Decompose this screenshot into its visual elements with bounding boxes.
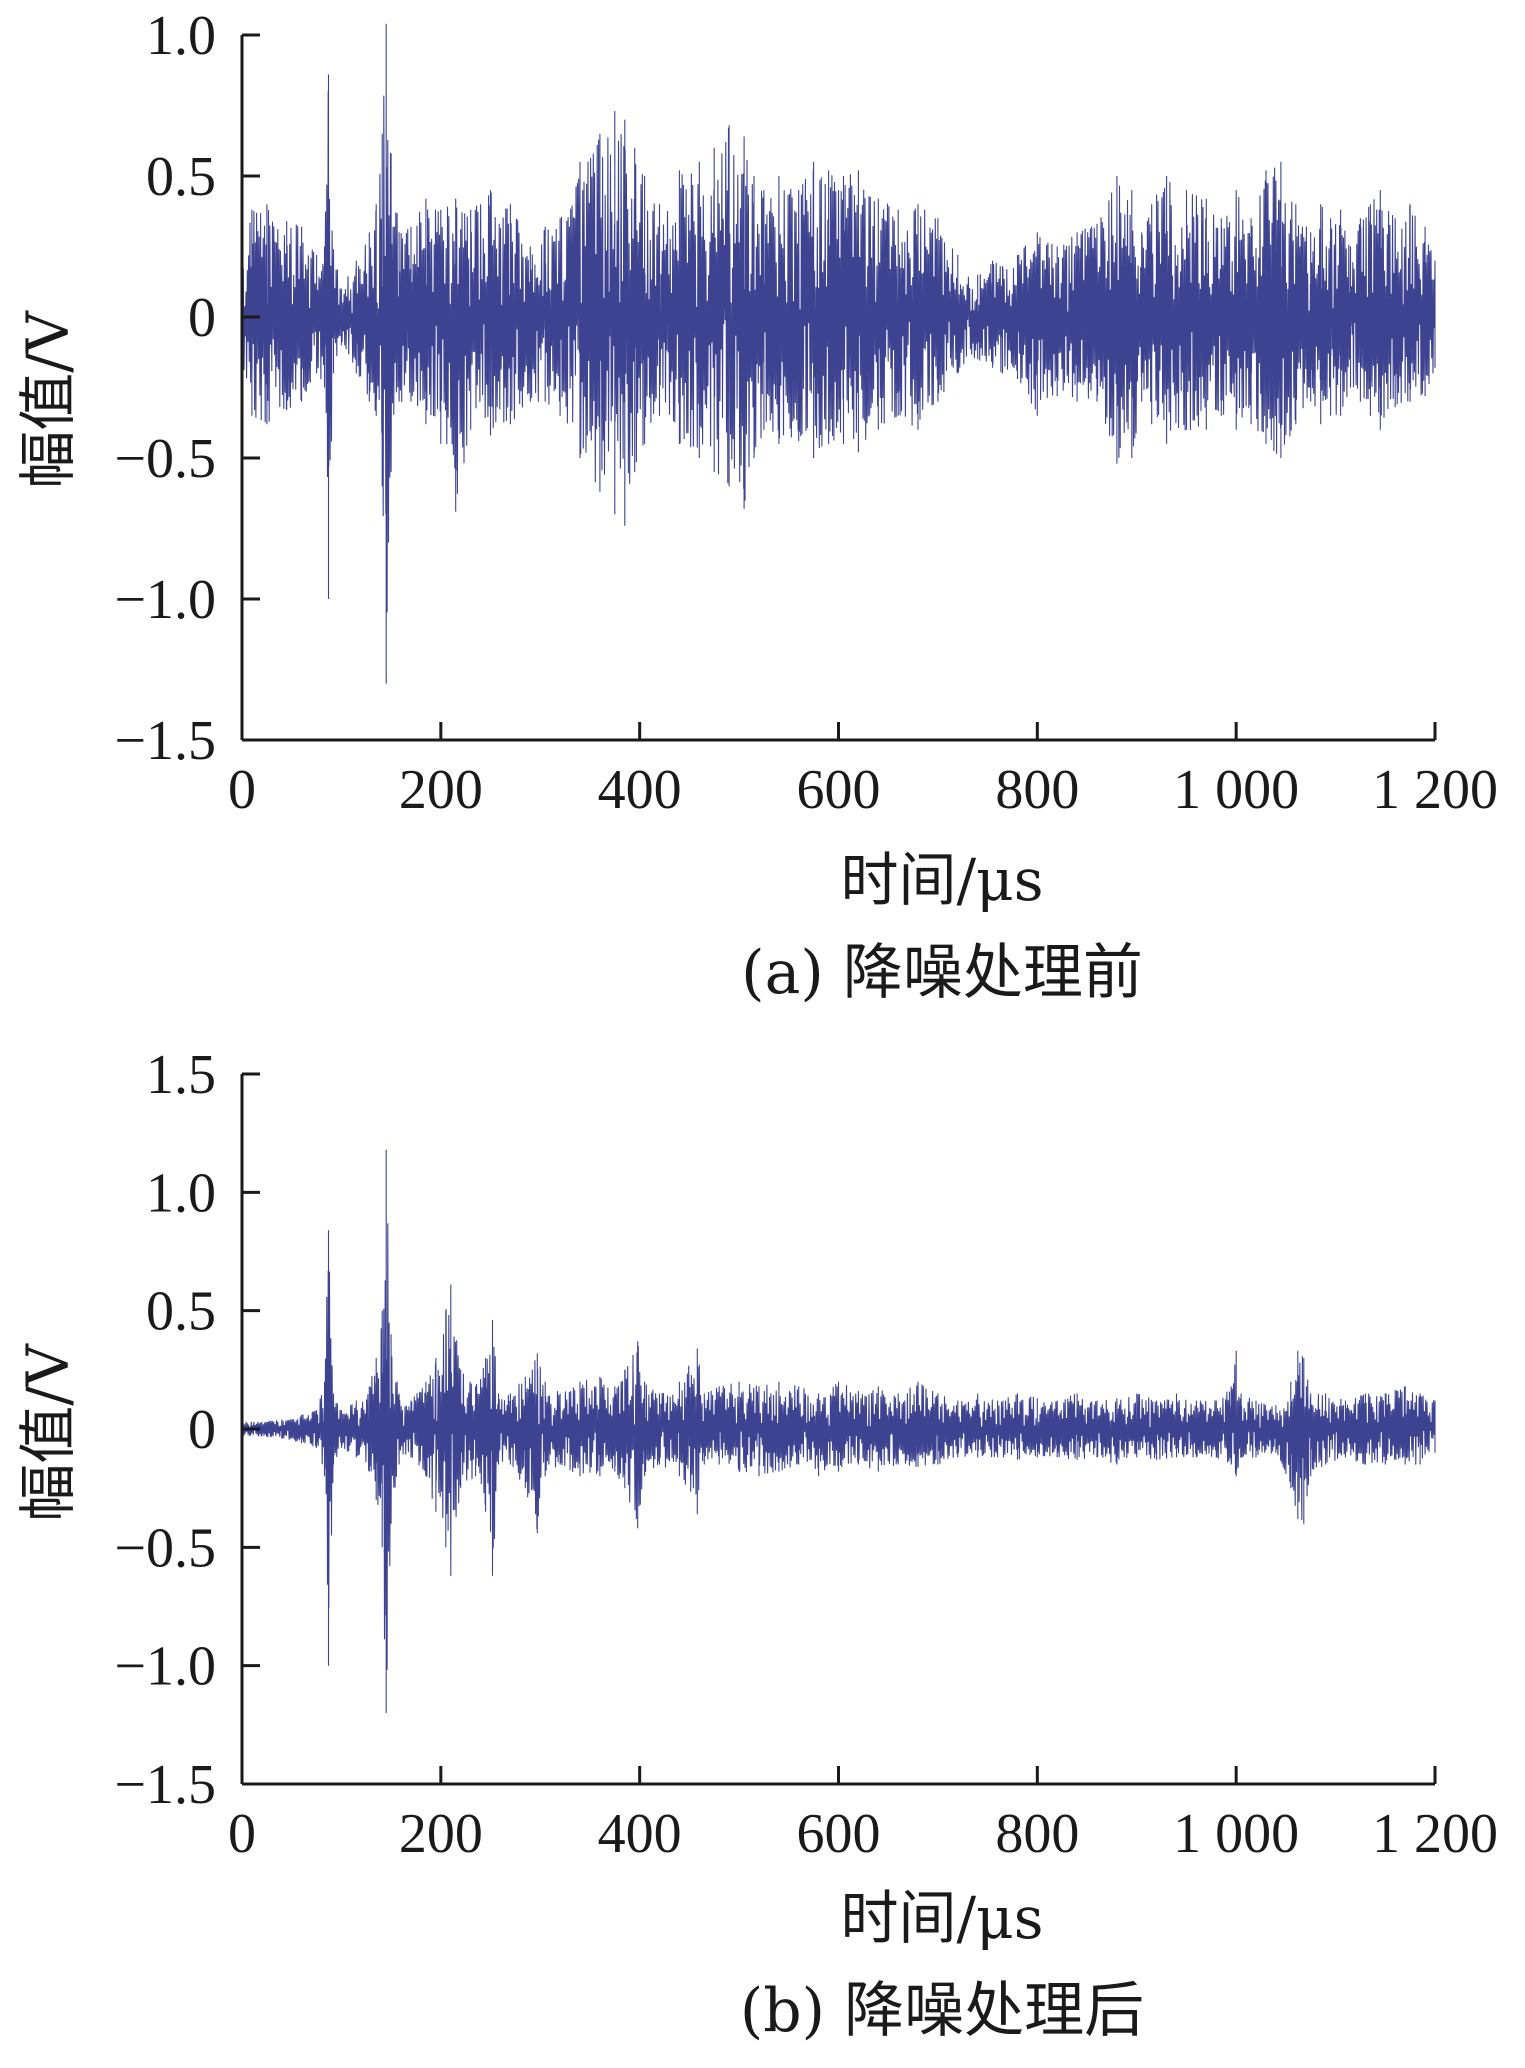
chart-a-caption: (a) 降噪处理前 xyxy=(741,938,1143,1008)
chart-b-x-tick-label: 600 xyxy=(797,1803,881,1865)
chart-b-x-tick-label: 0 xyxy=(228,1803,256,1865)
chart-a-y-tick-label: 1.0 xyxy=(146,5,216,67)
chart-a-x-tick-label: 600 xyxy=(797,759,881,821)
chart-panel-a: 1.0 0.5 0 −0.5 −1.0 −1.5 0 200 400 600 800 1 000 1 2… xyxy=(0,0,1525,1030)
chart-b-caption: (b) 降噪处理后 xyxy=(740,1976,1144,2046)
chart-a-marks: 1.00.50−0.5−1.0−1.50 200 400 600 800 1 000 1 2… xyxy=(114,5,1498,821)
chart-a-y-tick-label: 0.5 xyxy=(146,146,216,208)
chart-b-svg: 1.51.00.50−0.5−1.0−1.50 200 400 600 800 1 000… xyxy=(14,1044,1498,2046)
chart-a-svg: 1.00.50−0.5−1.0−1.50 200 400 600 800 1 000 1 2… xyxy=(14,5,1498,1008)
chart-b-x-tick-label: 800 xyxy=(995,1803,1079,1865)
chart-a-xlabel: 时间/μs xyxy=(840,846,1043,914)
chart-a-x-tick-label: 200 xyxy=(399,759,483,821)
chart-b-y-tick-label: −1.5 xyxy=(114,1754,216,1816)
chart-b-xlabel: 时间/μs xyxy=(840,1884,1043,1952)
chart-b-x-tick-label: 200 xyxy=(399,1803,483,1865)
chart-b-series-0-trace xyxy=(241,1149,1436,1713)
chart-a-y-tick-label: 0 xyxy=(188,287,216,349)
chart-a-series-0-trace xyxy=(241,23,1436,684)
chart-a-ylabel: 幅值/V xyxy=(14,310,82,489)
chart-b-y-tick-label: −0.5 xyxy=(114,1517,216,1579)
chart-b-x-tick-label: 400 xyxy=(598,1803,682,1865)
chart-b-y-tick-label: 1.0 xyxy=(146,1162,216,1224)
chart-a-y-tick-label: −0.5 xyxy=(114,428,216,490)
chart-b-x-tick-label: 1 200 xyxy=(1372,1803,1498,1865)
chart-b-x-tick-label: 1 000 xyxy=(1173,1803,1299,1865)
chart-a-x-tick-label: 400 xyxy=(598,759,682,821)
chart-b-ylabel: 幅值/V xyxy=(14,1343,82,1522)
chart-a-y-tick-label: −1.5 xyxy=(114,710,216,772)
chart-a-x-tick-label: 800 xyxy=(995,759,1079,821)
chart-a-x-tick-label: 1 000 xyxy=(1173,759,1299,821)
chart-a-x-tick-label: 1 200 xyxy=(1372,759,1498,821)
chart-b-y-tick-label: 0.5 xyxy=(146,1281,216,1343)
chart-a-y-tick-label: −1.0 xyxy=(114,569,216,631)
chart-panel-b: 1.5 1.0 0.5 0 −0.5 −1.0 −1.5 0 200 400 600 800 1 000… xyxy=(0,1036,1525,2066)
chart-a-x-tick-label: 0 xyxy=(228,759,256,821)
chart-b-y-tick-label: 1.5 xyxy=(146,1044,216,1106)
chart-b-marks: 1.51.00.50−0.5−1.0−1.50 200 400 600 800 1 000… xyxy=(114,1044,1498,1865)
chart-b-y-tick-label: 0 xyxy=(188,1399,216,1461)
chart-b-y-tick-label: −1.0 xyxy=(114,1636,216,1698)
